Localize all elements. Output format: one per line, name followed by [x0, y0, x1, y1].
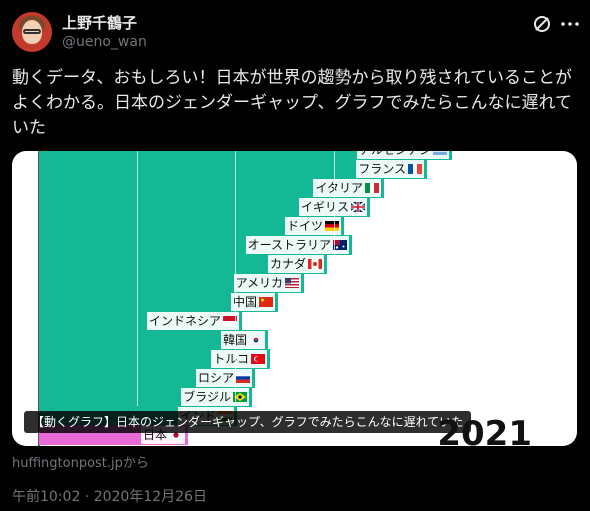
- grok-icon[interactable]: [532, 14, 552, 34]
- brazil-flag-icon: [233, 392, 247, 402]
- tweet-text: 動くデータ、おもしろい！日本が世界の趨勢から取り残されていることがよくわかる。日…: [12, 68, 572, 138]
- chart-bar-argentina: アルゼンチン: [39, 151, 452, 160]
- chart-bar-label: 中国: [230, 293, 275, 311]
- turkey-flag-icon: [251, 354, 265, 364]
- chart-bar-label: イギリス: [298, 198, 367, 216]
- china-flag-icon: [259, 297, 273, 307]
- korea-flag-icon: [249, 335, 263, 345]
- chart-bar-label: オーストラリア: [245, 236, 349, 254]
- chart-year: 2021: [437, 414, 532, 446]
- chart-bar-indonesia: インドネシア: [39, 311, 242, 331]
- japan-flag-icon: [169, 430, 183, 440]
- timestamp[interactable]: 午前10:02 · 2020年12月26日: [12, 489, 207, 505]
- avatar-glasses: [23, 29, 41, 34]
- chart-bar-korea: 韓国: [39, 330, 268, 350]
- source-link[interactable]: huffingtonpost.jpから: [12, 456, 149, 471]
- chart-bar-australia: オーストラリア: [39, 235, 352, 255]
- chart-bar-label: カナダ: [267, 255, 324, 273]
- chart-bar-brazil: ブラジル: [39, 387, 252, 407]
- chart-bar-uk: イギリス: [39, 197, 370, 217]
- canada-flag-icon: [308, 259, 322, 269]
- chart-bar-italy: イタリア: [39, 178, 384, 198]
- chart-bar-russia: ロシア: [39, 368, 255, 388]
- usa-flag-icon: [285, 278, 299, 288]
- chart-bar-label: フランス: [356, 160, 424, 178]
- chart-bar-label: ブラジル: [181, 388, 249, 406]
- author-handle[interactable]: @ueno_wan: [62, 34, 147, 50]
- video-caption: 【動くグラフ】日本のジェンダーギャップ、グラフでみたらこんなに遅れていた: [24, 411, 472, 433]
- more-options-icon[interactable]: [560, 14, 580, 34]
- russia-flag-icon: [236, 373, 250, 383]
- indonesia-flag-icon: [223, 316, 237, 326]
- chart-bar-turkey: トルコ: [39, 349, 270, 369]
- chart-gridline: [235, 151, 236, 406]
- tweet-media[interactable]: アルゼンチンフランスイタリアイギリスドイツオーストラリアカナダアメリカ中国インド…: [12, 151, 577, 446]
- chart-bar-france: フランス: [39, 159, 427, 179]
- chart-bar-label: トルコ: [211, 350, 267, 368]
- author-name[interactable]: 上野千鶴子: [62, 14, 138, 32]
- france-flag-icon: [408, 164, 422, 174]
- argentina-flag-icon: [433, 151, 447, 155]
- chart-gridline: [334, 151, 335, 406]
- chart-bar-canada: カナダ: [39, 254, 327, 274]
- australia-flag-icon: [333, 240, 347, 250]
- chart-bar-label: アメリカ: [233, 274, 301, 292]
- chart-bar-label: イタリア: [313, 179, 381, 197]
- chart-bar-label: 韓国: [220, 331, 265, 349]
- chart-bar-label: インドネシア: [146, 312, 239, 330]
- chart-bar-usa: アメリカ: [39, 273, 304, 293]
- chart-bar-label: ドイツ: [284, 217, 341, 235]
- chart-bar-label: アルゼンチン: [357, 151, 449, 159]
- uk-flag-icon: [351, 202, 365, 212]
- avatar[interactable]: [12, 12, 52, 52]
- chart-bar-germany: ドイツ: [39, 216, 344, 236]
- italy-flag-icon: [365, 183, 379, 193]
- chart-bar-label: ロシア: [195, 369, 252, 387]
- chart-bar-china: 中国: [39, 292, 278, 312]
- chart-gridline: [137, 151, 138, 406]
- germany-flag-icon: [325, 221, 339, 231]
